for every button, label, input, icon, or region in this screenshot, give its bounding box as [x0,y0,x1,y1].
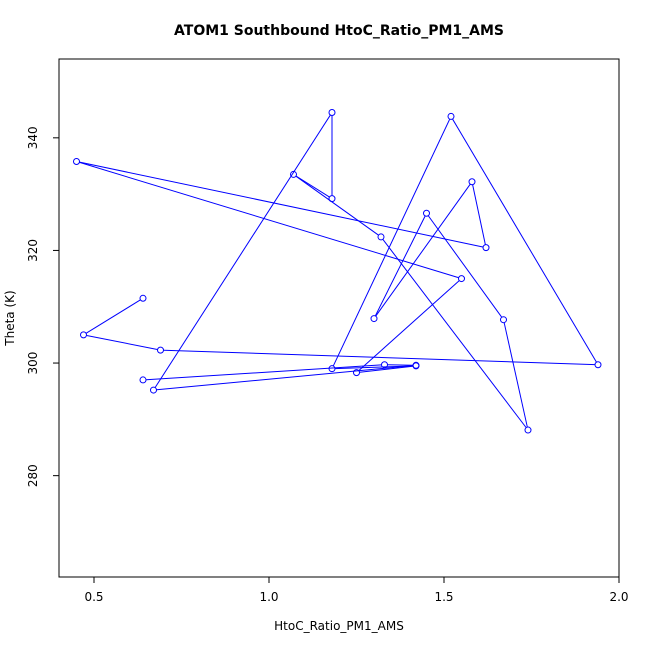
series-segment [163,349,595,366]
data-point [370,315,378,323]
y-tick-label: 280 [26,464,40,487]
y-axis: 280 300 320 340 [26,126,60,487]
data-point [328,365,336,373]
data-point [500,316,507,324]
series-segment [358,280,460,371]
data-point [524,426,532,434]
data-point [377,233,385,241]
data-point [150,386,157,394]
series-segment [359,365,413,373]
data-point [157,346,164,354]
data-point [468,178,476,186]
data-point [412,361,420,369]
series-layer [73,108,602,434]
data-point [482,244,490,252]
data-point [139,376,147,384]
series-segment [382,239,527,428]
data-point [328,108,336,116]
series-segment [295,175,379,236]
data-point [80,331,87,339]
series-segment [156,365,413,391]
y-tick-label: 340 [26,126,40,149]
chart-title: ATOM1 Southbound HtoC_Ratio_PM1_AMS [174,23,504,39]
series-segment [452,118,597,363]
series-segment [146,364,382,381]
x-tick-label: 0.5 [84,590,103,604]
data-point [447,112,455,120]
x-axis: 0.5 1.0 1.5 2.0 [84,576,629,604]
series-segment [79,161,483,248]
plot-frame [58,58,620,578]
series-segment [295,175,330,198]
y-tick-label: 320 [26,239,40,262]
series-segment [85,299,141,334]
series-segment [503,322,528,428]
data-point [353,369,360,377]
x-tick-label: 1.0 [259,590,278,604]
series-segment [374,215,426,316]
data-point [458,275,465,283]
series-segment [375,184,471,317]
data-point [139,294,147,302]
data-point [290,170,297,178]
data-point [381,361,388,369]
series-segment [154,114,331,388]
x-tick-label: 2.0 [609,590,628,604]
series-segment [86,335,158,350]
series-segment [332,119,451,366]
x-axis-label: HtoC_Ratio_PM1_AMS [274,619,404,633]
data-point [328,195,336,203]
data-point [594,361,602,369]
x-tick-label: 1.5 [434,590,453,604]
y-axis-label: Theta (K) [3,290,17,346]
series-segment [472,184,486,245]
data-point [73,157,80,165]
data-point [423,209,430,217]
series-segment [427,215,503,318]
y-tick-label: 300 [26,352,40,375]
series-segment [79,161,459,279]
